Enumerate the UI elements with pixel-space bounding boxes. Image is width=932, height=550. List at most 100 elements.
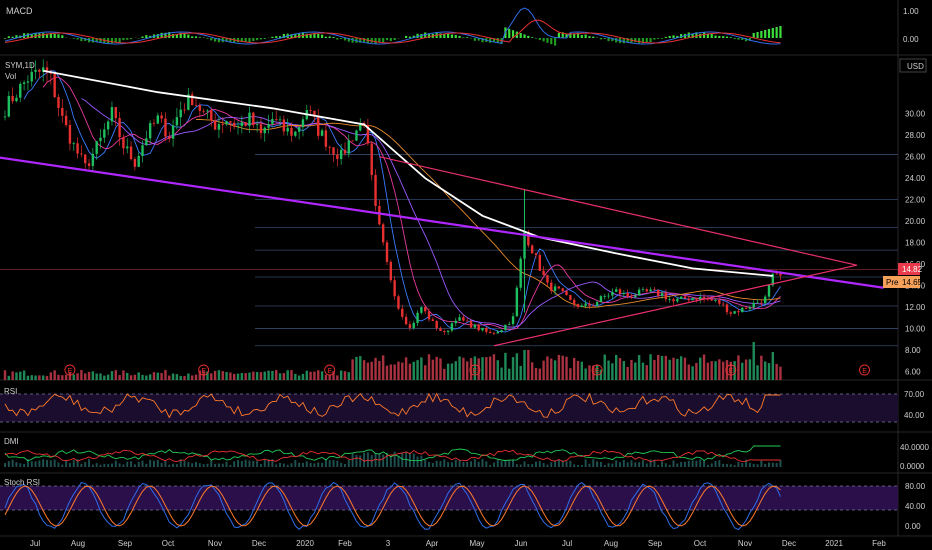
macd-bar	[569, 33, 572, 38]
macd-bar	[256, 38, 259, 41]
macd-bar	[733, 38, 736, 40]
candle-body	[34, 69, 37, 72]
x-tick-2: Sep	[118, 539, 133, 548]
volume-bar	[420, 357, 423, 380]
adx-bar	[84, 462, 87, 467]
candle-body	[141, 145, 144, 156]
candle-body	[309, 110, 312, 111]
candle-body	[630, 296, 633, 298]
adx-bar	[741, 463, 744, 467]
macd-bar	[336, 38, 339, 40]
adx-bar	[596, 461, 599, 467]
x-tick-12: Jul	[562, 539, 572, 548]
currency-box[interactable]	[899, 58, 927, 73]
candle-body	[706, 298, 710, 300]
adx-bar	[336, 460, 339, 467]
adx-bar	[500, 461, 503, 467]
x-tick-5: Dec	[252, 539, 266, 548]
candle-body	[99, 137, 102, 142]
candle-body	[336, 154, 339, 160]
volume-bar	[57, 374, 60, 380]
candle-body	[202, 110, 205, 112]
candle-body	[103, 129, 106, 138]
volume-bar	[439, 358, 442, 380]
adx-bar	[99, 464, 102, 467]
adx-bar	[309, 462, 312, 467]
volume-bar	[80, 370, 83, 380]
volume-bar	[412, 361, 415, 380]
macd-bar	[7, 36, 10, 38]
macd-bar	[236, 38, 240, 43]
adx-bar	[393, 451, 396, 467]
macd-bar	[489, 38, 492, 43]
candle-body	[458, 317, 461, 321]
adx-bar	[523, 461, 526, 467]
volume-bar	[683, 357, 687, 380]
macd-bar	[278, 36, 282, 38]
candle-body	[213, 120, 217, 130]
candle-body	[508, 323, 511, 325]
earnings-marker-1	[198, 364, 210, 376]
adx-bar	[386, 452, 388, 467]
volume-bar	[320, 371, 324, 380]
adx-bar	[722, 463, 725, 467]
adx-bar	[561, 460, 564, 467]
adx-bar	[103, 463, 106, 467]
volume-bar	[763, 361, 767, 380]
adx-bar	[61, 464, 64, 467]
candle-body	[519, 258, 522, 288]
adx-bar	[172, 463, 175, 467]
candle-body	[294, 131, 297, 136]
adx-bar	[668, 464, 671, 467]
candle-body	[542, 270, 545, 276]
macd-bar	[263, 38, 266, 39]
macd-bar	[126, 38, 129, 40]
volume-bar	[446, 363, 450, 380]
volume-bar	[634, 362, 637, 380]
candle-body	[233, 122, 236, 127]
macd-bar	[252, 38, 255, 42]
volume-label: Vol	[5, 72, 16, 81]
volume-bar	[676, 358, 679, 380]
macd-bar	[691, 33, 694, 38]
x-tick-17: Dec	[782, 539, 796, 548]
macd-bar	[194, 36, 198, 38]
candle-body	[550, 282, 553, 291]
adx-bar	[473, 459, 476, 467]
candle-body	[469, 320, 473, 328]
candle-body	[64, 115, 68, 125]
macd-bar	[744, 38, 748, 42]
adx-bar	[615, 460, 618, 467]
macd-bar	[466, 37, 469, 38]
macd-bar	[168, 32, 171, 38]
candle-body	[634, 295, 637, 298]
volume-bar	[435, 356, 438, 380]
macd-bar	[26, 33, 30, 38]
x-tick-15: Oct	[694, 539, 707, 548]
volume-bar	[401, 362, 404, 380]
adx-bar	[195, 461, 197, 467]
volume-bar	[615, 354, 618, 380]
adx-bar	[630, 460, 633, 467]
adx-bar	[217, 463, 220, 467]
volume-bar	[294, 373, 297, 380]
volume-bar	[595, 364, 599, 380]
candle-body	[370, 143, 373, 176]
macd-bar	[282, 33, 285, 38]
adx-bar	[645, 463, 648, 467]
macd-bar	[584, 34, 587, 38]
adx-bar	[508, 460, 511, 467]
adx-bar	[133, 464, 136, 467]
adx-bar	[382, 454, 385, 467]
volume-bar	[466, 361, 469, 380]
currency-label[interactable]: USD	[907, 62, 924, 71]
volume-bar	[637, 355, 641, 380]
candle-body	[339, 149, 343, 160]
candle-body	[152, 123, 156, 124]
volume-bar	[416, 360, 419, 380]
candle-body	[695, 298, 698, 300]
candle-body	[714, 299, 717, 301]
candle-body	[427, 311, 431, 320]
volume-bar	[148, 374, 152, 380]
